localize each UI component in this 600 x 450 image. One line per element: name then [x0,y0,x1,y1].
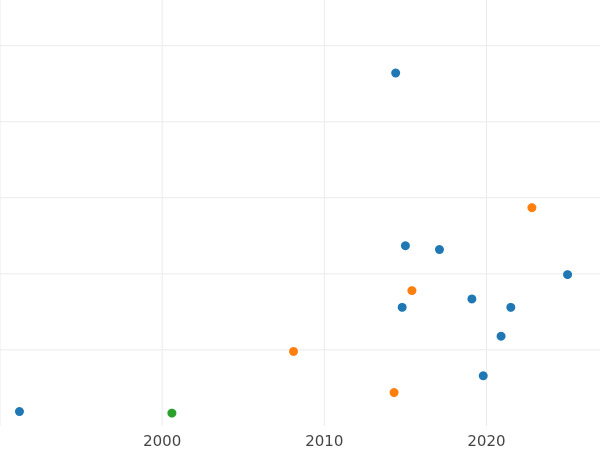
data-point-blue [478,371,488,381]
data-point-blue [563,270,573,280]
data-point-blue [434,245,444,255]
data-point-blue [400,241,410,251]
data-point-orange [407,286,417,296]
x-tick-label: 2000 [143,432,181,450]
data-points [14,68,573,418]
data-point-blue [506,302,516,312]
data-point-blue [496,331,506,341]
data-point-blue [397,302,407,312]
data-point-orange [289,346,299,356]
data-point-orange [527,203,537,213]
data-point-blue [391,68,401,78]
x-tick-label: 2010 [305,432,343,450]
data-point-green [167,408,177,418]
data-point-blue [14,407,24,417]
data-point-orange [389,388,399,398]
data-point-blue [467,294,477,304]
x-axis-ticks: 2000 2010 2020 [143,432,506,450]
grid [0,0,600,426]
x-tick-label: 2020 [467,432,505,450]
